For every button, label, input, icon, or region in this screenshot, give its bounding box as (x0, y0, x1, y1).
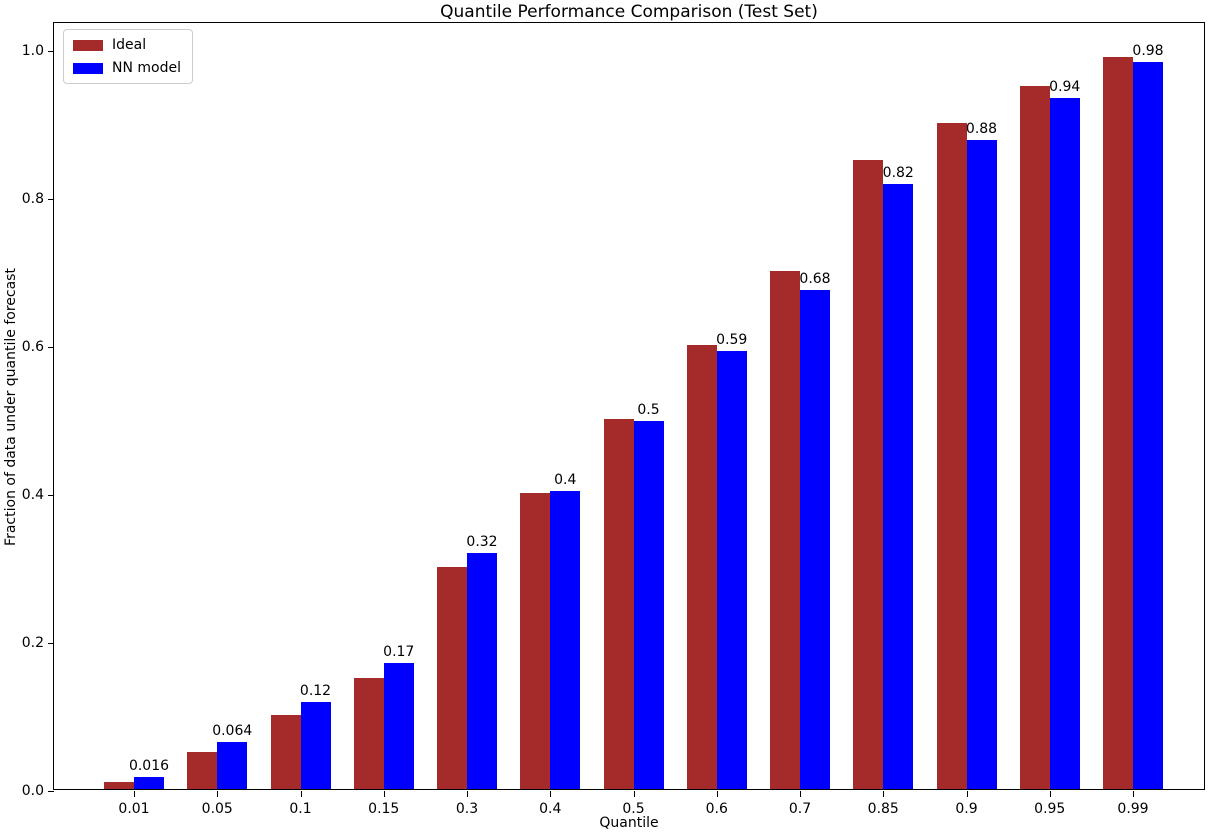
bar-value-label-0.15: 0.17 (383, 643, 415, 660)
legend-swatch-ideal-icon (73, 39, 103, 51)
bar-nn-model-0.4 (550, 490, 581, 789)
bar-nn-model-0.5 (633, 421, 664, 789)
x-tick-mark (633, 791, 635, 797)
bar-ideal-0.9 (936, 123, 967, 789)
legend-label-ideal: Ideal (112, 37, 147, 53)
x-tick-label: 0.05 (201, 801, 233, 817)
x-tick-label: 0.5 (622, 801, 645, 817)
bar-ideal-0.95 (1019, 86, 1050, 789)
bar-value-label-0.85: 0.82 (882, 165, 914, 182)
x-tick-label: 0.7 (788, 801, 812, 817)
y-tick-mark (48, 790, 54, 792)
bar-ideal-0.1 (270, 715, 301, 789)
y-tick-label: 0.4 (21, 487, 44, 504)
y-tick-label: 1.0 (21, 43, 44, 60)
x-tick-mark (300, 791, 302, 797)
x-tick-label: 0.4 (539, 801, 562, 817)
bar-ideal-0.6 (686, 345, 717, 789)
bar-nn-model-0.95 (1049, 97, 1080, 789)
bar-value-label-0.95: 0.94 (1049, 78, 1081, 95)
x-axis-label: Quantile (599, 815, 659, 831)
x-tick-mark (217, 791, 219, 797)
x-tick-mark (966, 791, 968, 797)
bar-value-label-0.99: 0.98 (1132, 43, 1164, 60)
y-axis-label: Fraction of data under quantile forecast (3, 268, 19, 546)
x-tick-mark (883, 791, 885, 797)
x-tick-label: 0.99 (1117, 801, 1149, 817)
x-tick-label: 0.01 (118, 801, 150, 817)
x-tick-mark (1133, 791, 1134, 797)
legend-swatch-nn-model-icon (73, 62, 103, 74)
bar-ideal-0.15 (353, 678, 384, 789)
legend-entry-nn-model: NN model (73, 60, 181, 76)
bar-ideal-0.7 (770, 271, 800, 789)
bar-nn-model-0.05 (217, 741, 248, 789)
x-tick-label: 0.1 (289, 801, 312, 817)
bar-ideal-0.01 (104, 781, 134, 789)
y-tick-label: 0.8 (21, 191, 44, 208)
y-tick-mark (48, 494, 54, 496)
y-tick-label: 0.2 (21, 635, 44, 652)
bar-value-label-0.6: 0.59 (716, 332, 748, 349)
bar-value-label-0.4: 0.4 (554, 471, 577, 488)
bar-nn-model-0.9 (966, 139, 997, 789)
bar-nn-model-0.85 (883, 184, 914, 789)
x-tick-label: 0.15 (368, 801, 400, 817)
bar-value-label-0.3: 0.32 (466, 534, 498, 551)
bar-ideal-0.5 (603, 419, 634, 789)
x-tick-mark (134, 791, 135, 797)
bar-nn-model-0.6 (716, 351, 747, 789)
x-tick-mark (550, 791, 552, 797)
bar-value-label-0.1: 0.12 (299, 682, 332, 699)
bar-value-label-0.9: 0.88 (965, 120, 998, 137)
bar-ideal-0.05 (187, 752, 218, 789)
y-tick-label: 0.0 (21, 783, 44, 799)
y-tick-label: 0.6 (21, 339, 44, 356)
bar-value-label-0.7: 0.68 (799, 270, 831, 287)
bar-nn-model-0.3 (467, 553, 497, 789)
bar-value-label-0.05: 0.064 (212, 722, 253, 739)
y-tick-mark (48, 50, 54, 52)
bar-nn-model-0.99 (1133, 62, 1163, 789)
x-tick-mark (716, 791, 718, 797)
legend-label-nn-model: NN model (112, 60, 181, 76)
bar-ideal-0.85 (853, 160, 884, 789)
bar-value-label-0.01: 0.016 (128, 758, 170, 775)
bar-value-label-0.5: 0.5 (637, 402, 660, 419)
x-tick-label: 0.85 (867, 801, 899, 817)
y-tick-mark (48, 346, 54, 348)
bar-nn-model-0.7 (800, 289, 830, 789)
x-tick-label: 0.9 (955, 801, 978, 817)
bar-ideal-0.3 (437, 567, 467, 789)
bar-nn-model-0.1 (300, 701, 331, 789)
y-tick-mark (48, 198, 54, 200)
x-tick-label: 0.95 (1034, 801, 1066, 817)
x-tick-mark (383, 791, 385, 797)
plot-area: Ideal NN model 0.0 0.2 0.4 0.6 0.8 1.0 0.016 0.… (22, 22, 1205, 817)
x-tick-label: 0.6 (705, 801, 728, 817)
x-tick-mark (800, 791, 801, 797)
x-tick-mark (467, 791, 468, 797)
bar-ideal-0.4 (520, 493, 551, 789)
bar-nn-model-0.15 (383, 662, 414, 789)
bar-ideal-0.99 (1103, 56, 1133, 789)
legend: Ideal NN model (63, 29, 193, 84)
x-tick-label: 0.3 (455, 801, 479, 817)
bar-nn-model-0.01 (134, 777, 164, 789)
chart-title: Quantile Performance Comparison (Test Se… (440, 2, 818, 22)
legend-entry-ideal: Ideal (73, 37, 181, 53)
x-tick-mark (1049, 791, 1051, 797)
y-tick-mark (48, 642, 54, 644)
